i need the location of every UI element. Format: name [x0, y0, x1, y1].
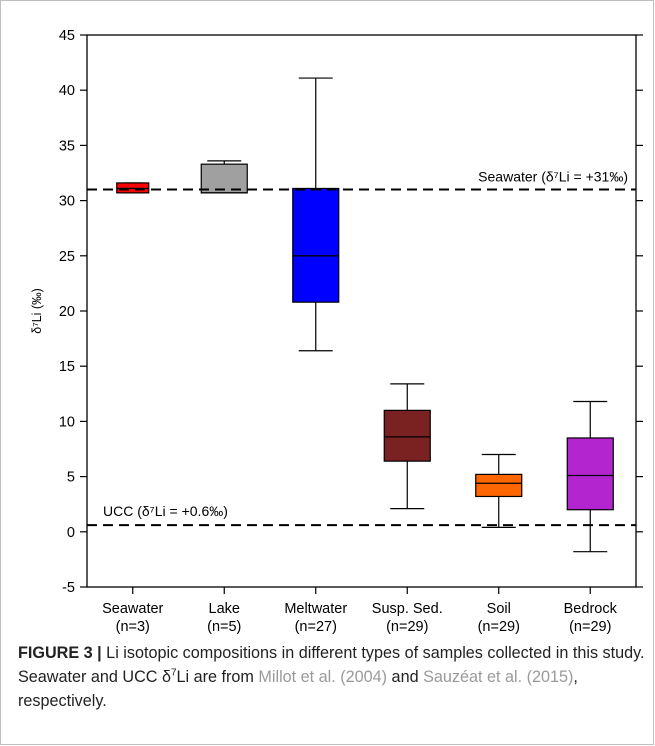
y-tick-label: 5 — [67, 470, 75, 486]
x-tick-label: Seawater — [102, 601, 163, 617]
y-tick-label: 30 — [59, 194, 75, 210]
x-tick-label: Lake — [209, 601, 240, 617]
x-tick-label: Soil — [487, 601, 511, 617]
y-tick-label: 25 — [59, 249, 75, 265]
x-tick-count-label: (n=29) — [386, 619, 428, 635]
y-tick-label: 20 — [59, 304, 75, 320]
box-iqr — [292, 187, 340, 303]
box-plot-chart: -5 0 5 10 15 20 25 30 35 40 45 δ⁷Li (‰) Seawater (n=3… — [30, 28, 643, 635]
figure-caption: FIGURE 3 | Li isotopic compositions in d… — [18, 644, 645, 710]
box-lake — [200, 160, 248, 194]
reference-label-ucc: UCC (δ⁷Li = +0.6‰) — [103, 503, 228, 519]
box-susp-sed — [383, 383, 431, 510]
y-tick-label: -5 — [62, 580, 75, 596]
box-iqr — [475, 473, 523, 498]
x-tick-count-label: (n=5) — [207, 619, 241, 635]
x-tick-count-label: (n=27) — [295, 619, 337, 635]
box-soil — [475, 453, 523, 528]
y-tick-label: 10 — [59, 414, 75, 430]
x-tick-count-label: (n=3) — [116, 619, 150, 635]
x-tick-count-label: (n=29) — [478, 619, 520, 635]
box-iqr — [200, 163, 248, 194]
box-bedrock — [566, 400, 614, 553]
y-tick-label: 15 — [59, 359, 75, 375]
y-tick-label: 35 — [59, 138, 75, 154]
box-seawater — [116, 182, 150, 194]
box-iqr — [383, 409, 431, 462]
figure-label: FIGURE 3 | — [18, 644, 102, 662]
x-tick-label: Bedrock — [564, 601, 618, 617]
y-tick-label: 45 — [59, 28, 75, 44]
reference-link-millot[interactable]: Millot et al. (2004) — [258, 668, 388, 686]
reference-label-seawater: Seawater (δ⁷Li = +31‰) — [478, 169, 628, 185]
y-tick-label: 40 — [59, 83, 75, 99]
y-tick-label: 0 — [67, 525, 75, 541]
y-axis-label: δ⁷Li (‰) — [30, 288, 44, 334]
x-tick-label: Susp. Sed. — [372, 601, 443, 617]
box-iqr — [566, 437, 614, 511]
x-tick-count-label: (n=29) — [569, 619, 611, 635]
x-tick-label: Meltwater — [284, 601, 347, 617]
reference-link-sauzeat[interactable]: Sauzéat et al. (2015) — [423, 668, 574, 686]
box-meltwater — [292, 77, 340, 352]
